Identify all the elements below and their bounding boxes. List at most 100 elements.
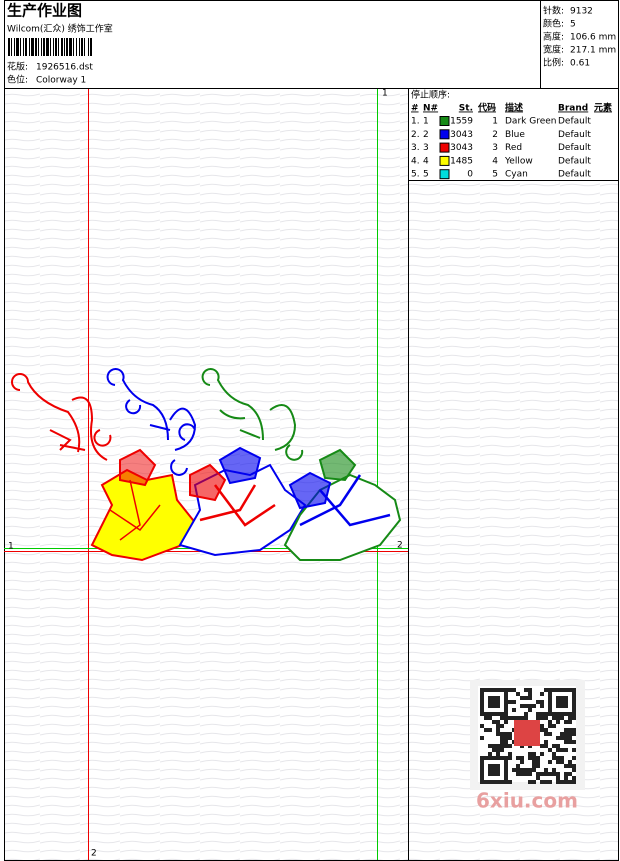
design-file: 1926516.dst [36, 63, 93, 73]
qr-cell [504, 760, 508, 764]
qr-cell [496, 748, 500, 752]
qr-cell [548, 724, 552, 728]
qr-cell [504, 692, 508, 696]
qr-cell [568, 728, 572, 732]
qr-cell [556, 716, 560, 720]
qr-cell [504, 696, 508, 700]
qr-cell [528, 752, 532, 756]
qr-cell [536, 700, 540, 704]
qr-cell [512, 768, 516, 772]
qr-cell [560, 704, 564, 708]
qr-cell [508, 700, 512, 704]
qr-cell [480, 772, 484, 776]
qr-cell [496, 780, 500, 784]
qr-cell [536, 756, 540, 760]
qr-cell [564, 688, 568, 692]
qr-cell [556, 712, 560, 716]
qr-cell [500, 744, 504, 748]
qr-cell [492, 780, 496, 784]
qr-cell [528, 772, 532, 776]
qr-cell [560, 732, 564, 736]
qr-cell [516, 756, 520, 760]
qr-cell [548, 732, 552, 736]
qr-cell [484, 688, 488, 692]
qr-cell [524, 696, 528, 700]
qr-cell [572, 700, 576, 704]
qr-cell [492, 772, 496, 776]
qr-cell [532, 760, 536, 764]
bar [84, 38, 85, 56]
qr-cell [488, 688, 492, 692]
colorway: Colorway 1 [36, 76, 86, 86]
needle: 4 [423, 156, 429, 166]
qr-cell [492, 720, 496, 724]
qr-cell [568, 772, 572, 776]
qr-cell [536, 776, 540, 780]
qr-cell [524, 772, 528, 776]
code: 2 [492, 130, 498, 140]
qr-cell [548, 748, 552, 752]
description: Red [505, 143, 522, 153]
bar [76, 38, 77, 56]
qr-cell [516, 692, 520, 696]
qr-cell [536, 760, 540, 764]
description: Yellow [504, 156, 533, 166]
qr-cell [520, 716, 524, 720]
stats: 针数: 9132 颜色: 5 高度: 106.6 mm 宽度: 217.1 mm 比例: 0.61 [543, 5, 616, 69]
qr-cell [488, 704, 492, 708]
brand: Default [558, 130, 591, 140]
qr-cell [524, 712, 528, 716]
qr-cell [520, 760, 524, 764]
qr-cell [500, 736, 504, 740]
brand: Default [558, 143, 591, 153]
qr-cell [496, 696, 500, 700]
qr-cell [520, 696, 524, 700]
qr-cell [564, 700, 568, 704]
description: Dark Green [505, 117, 556, 127]
qr-cell [504, 768, 508, 772]
qr-cell [544, 772, 548, 776]
color-swatch [439, 169, 450, 180]
qr-cell [496, 756, 500, 760]
qr-cell [524, 768, 528, 772]
qr-cell [516, 764, 520, 768]
qr-cell [568, 716, 572, 720]
qr-cell [492, 744, 496, 748]
qr-cell [520, 704, 524, 708]
bar [43, 38, 45, 56]
qr-cell [496, 768, 500, 772]
qr-cell [504, 704, 508, 708]
qr-cell [544, 780, 548, 784]
qr-cell [552, 724, 556, 728]
qr-cell [532, 764, 536, 768]
brand: Default [558, 117, 591, 127]
qr-cell [516, 768, 520, 772]
qr-cell [532, 780, 536, 784]
guide-label: 2 [397, 541, 403, 551]
qr-cell [508, 756, 512, 760]
brand: Default [558, 170, 591, 180]
qr-cell [488, 756, 492, 760]
qr-code [470, 680, 585, 790]
qr-cell [540, 692, 544, 696]
stat-value: 217.1 mm [570, 46, 616, 56]
qr-cell [572, 768, 576, 772]
qr-cell [492, 696, 496, 700]
bar [41, 38, 42, 56]
qr-cell [528, 696, 532, 700]
qr-cell [544, 740, 548, 744]
qr-cell [480, 760, 484, 764]
qr-cell [492, 764, 496, 768]
stat-value: 106.6 mm [570, 33, 616, 43]
qr-cell [564, 720, 568, 724]
qr-cell [564, 748, 568, 752]
title: 生产作业图 [7, 2, 82, 20]
qr-cell [572, 716, 576, 720]
qr-cell [488, 768, 492, 772]
qr-cell [540, 716, 544, 720]
stitches: 3043 [450, 143, 473, 153]
color-swatch [439, 116, 450, 126]
row-index: 2. [411, 130, 420, 140]
bar [66, 38, 68, 56]
qr-cell [560, 760, 564, 764]
